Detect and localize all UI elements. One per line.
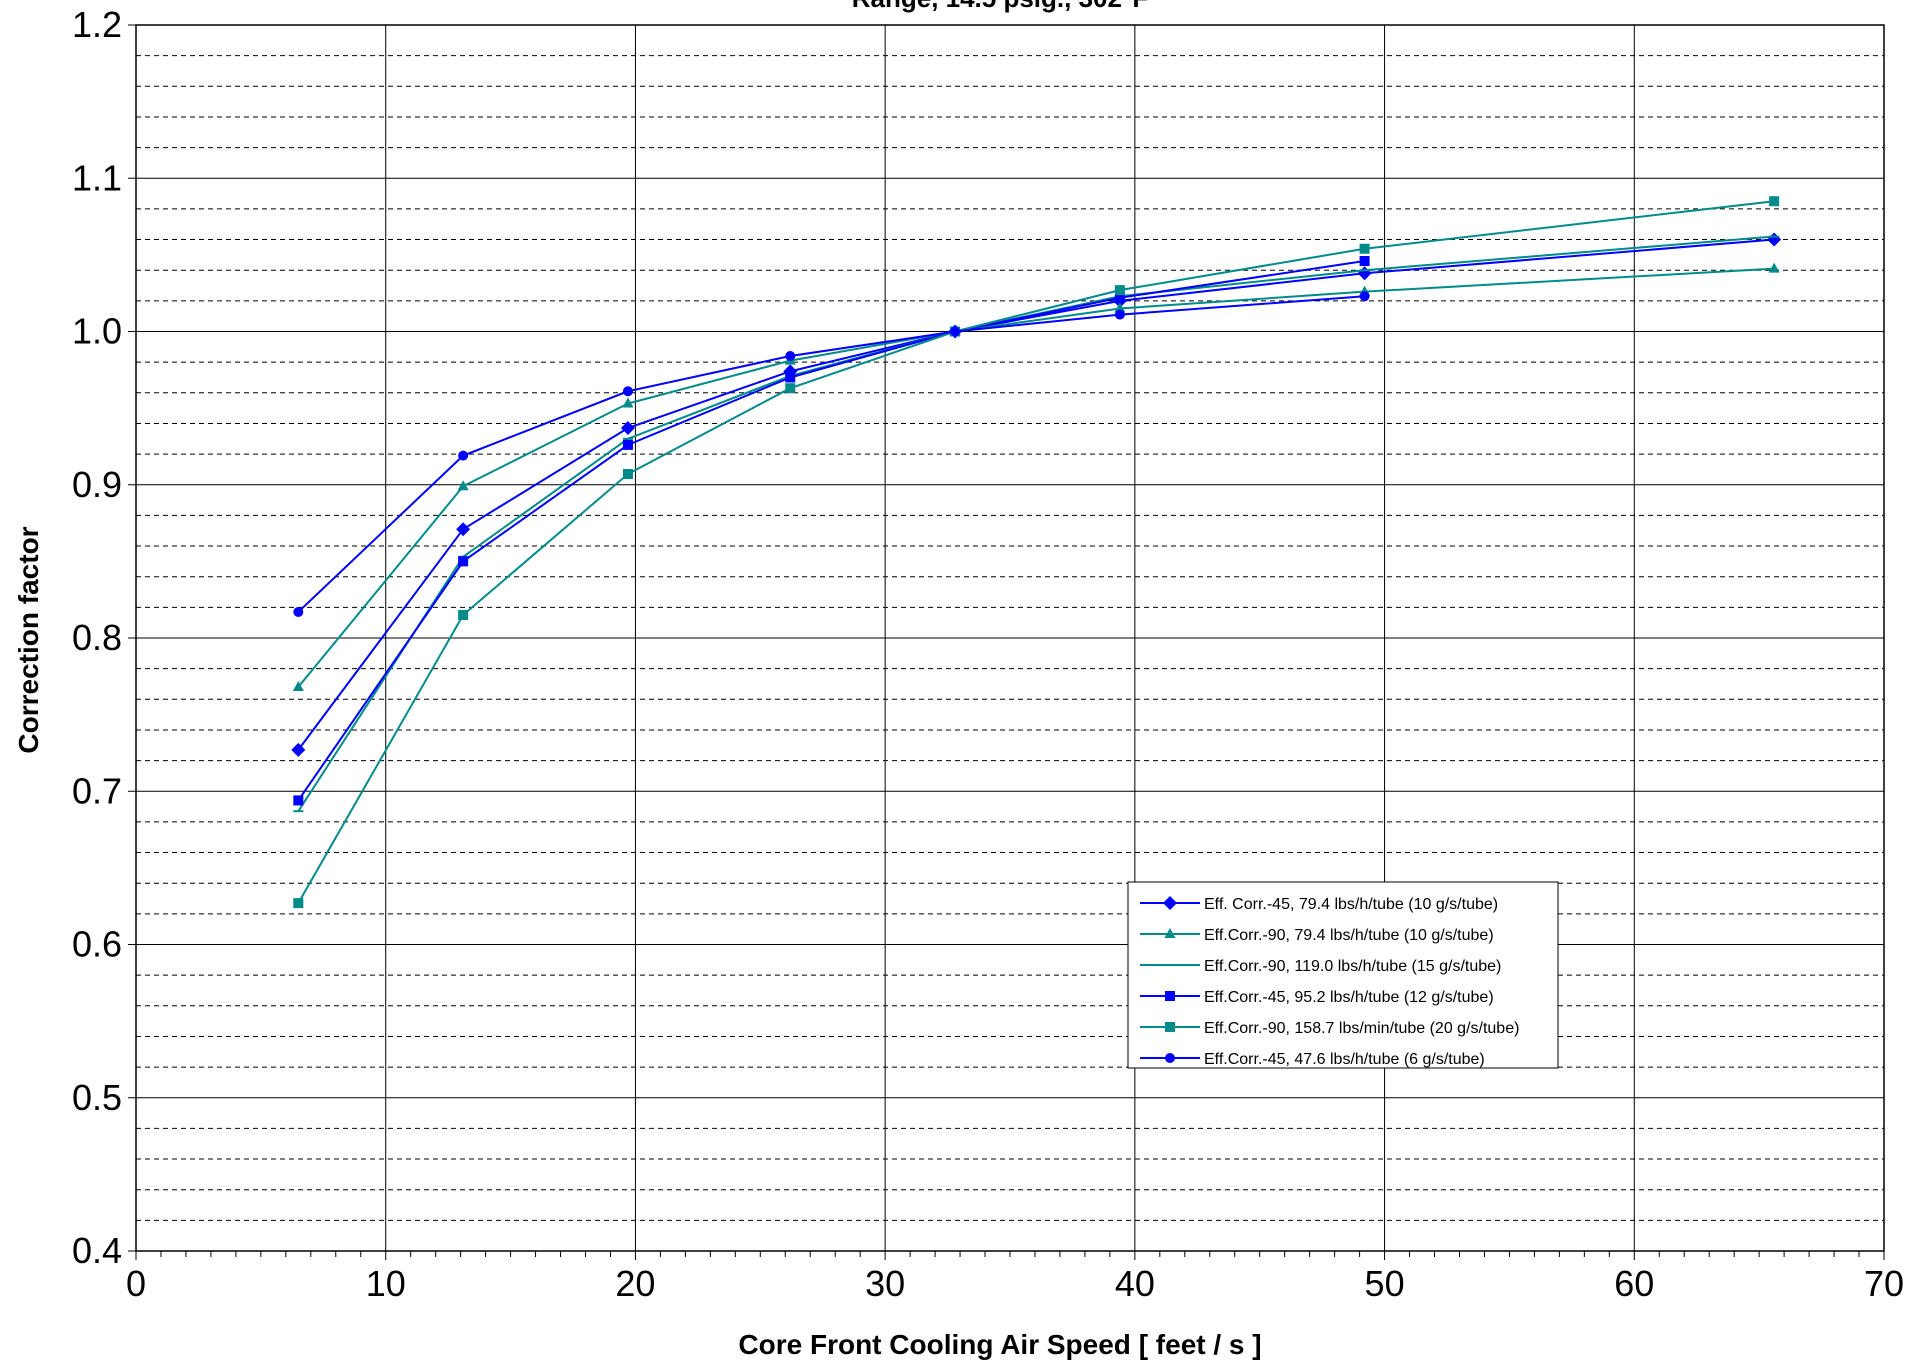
legend: Eff. Corr.-45, 79.4 lbs/h/tube (10 g/s/t… xyxy=(1127,881,1559,1069)
data-point xyxy=(293,898,304,909)
series-6 xyxy=(293,291,1370,617)
y-tick-label: 0.6 xyxy=(72,924,122,965)
x-tick-label: 20 xyxy=(615,1263,655,1304)
series-line xyxy=(297,200,1775,904)
data-point xyxy=(293,795,304,806)
legend-label: Eff.Corr.-90, 79.4 lbs/h/tube (10 g/s/tu… xyxy=(1204,927,1494,944)
y-tick-label: 0.7 xyxy=(72,770,122,811)
series-line xyxy=(297,238,1775,751)
legend-label: Eff. Corr.-45, 79.4 lbs/h/tube (10 g/s/t… xyxy=(1204,896,1498,913)
y-tick-label: 1.0 xyxy=(72,311,122,352)
data-point xyxy=(950,326,961,337)
series-group xyxy=(291,196,1782,909)
data-point xyxy=(1114,285,1125,296)
data-point xyxy=(457,480,469,491)
legend-label: Eff.Corr.-45, 47.6 lbs/h/tube (6 g/s/tub… xyxy=(1204,1051,1485,1068)
series-line xyxy=(297,267,1775,688)
data-point xyxy=(456,522,471,537)
y-tick-label: 1.2 xyxy=(72,4,122,45)
legend-swatch-marker xyxy=(1164,928,1176,938)
x-tick-label: 0 xyxy=(126,1263,146,1304)
chart-title: Range, 14.5 psig., 302°F xyxy=(852,0,1149,13)
data-point xyxy=(458,556,469,567)
data-point xyxy=(785,351,796,362)
data-point xyxy=(292,681,304,692)
data-point xyxy=(1768,262,1780,273)
data-point xyxy=(1114,292,1125,303)
data-point xyxy=(458,610,469,621)
y-tick-label: 1.1 xyxy=(72,157,122,198)
data-point xyxy=(622,439,633,450)
x-tick-label: 10 xyxy=(366,1263,406,1304)
legend-swatch-marker xyxy=(1165,1022,1175,1032)
legend-swatch-marker xyxy=(1165,1053,1175,1063)
data-point xyxy=(785,372,796,383)
legend-box xyxy=(1127,881,1559,1069)
data-point xyxy=(620,421,635,436)
y-tick-label: 0.9 xyxy=(72,464,122,505)
data-point xyxy=(1359,256,1370,267)
legend-swatch-marker xyxy=(1165,991,1175,1001)
series-4 xyxy=(293,256,1370,806)
x-axis-title: Core Front Cooling Air Speed [ feet / s … xyxy=(738,1329,1261,1360)
x-tick-label: 40 xyxy=(1115,1263,1155,1304)
legend-label: Eff.Corr.-45, 95.2 lbs/h/tube (12 g/s/tu… xyxy=(1204,989,1494,1006)
data-point xyxy=(1114,309,1125,320)
y-tick-label: 0.8 xyxy=(72,617,122,658)
data-point xyxy=(622,397,634,408)
y-tick-label: 0.4 xyxy=(72,1230,122,1271)
axis-ticks: 0 10 20 30 40 50 60 70 0.4 0.5 0.6 0.7 0.8 0.9 1.0 1.1 1… xyxy=(72,4,1904,1304)
x-tick-label: 30 xyxy=(865,1263,905,1304)
grid xyxy=(136,25,1884,1251)
data-point xyxy=(622,386,633,397)
data-point xyxy=(291,742,306,757)
data-point xyxy=(622,469,633,480)
y-axis-title: Correction factor xyxy=(13,526,44,753)
data-point xyxy=(1359,243,1370,254)
data-point xyxy=(1359,291,1370,302)
data-point xyxy=(293,606,304,617)
legend-label: Eff.Corr.-90, 119.0 lbs/h/tube (15 g/s/t… xyxy=(1204,958,1501,975)
data-point xyxy=(785,383,796,394)
data-point xyxy=(1769,196,1780,207)
x-tick-label: 50 xyxy=(1365,1263,1405,1304)
y-tick-label: 0.5 xyxy=(72,1077,122,1118)
legend-swatch-marker xyxy=(1163,896,1177,910)
data-point xyxy=(1114,302,1126,313)
data-point xyxy=(458,450,469,461)
legend-label: Eff.Corr.-90, 158.7 lbs/min/tube (20 g/s… xyxy=(1204,1020,1519,1037)
x-tick-label: 70 xyxy=(1864,1263,1904,1304)
x-tick-label: 60 xyxy=(1614,1263,1654,1304)
